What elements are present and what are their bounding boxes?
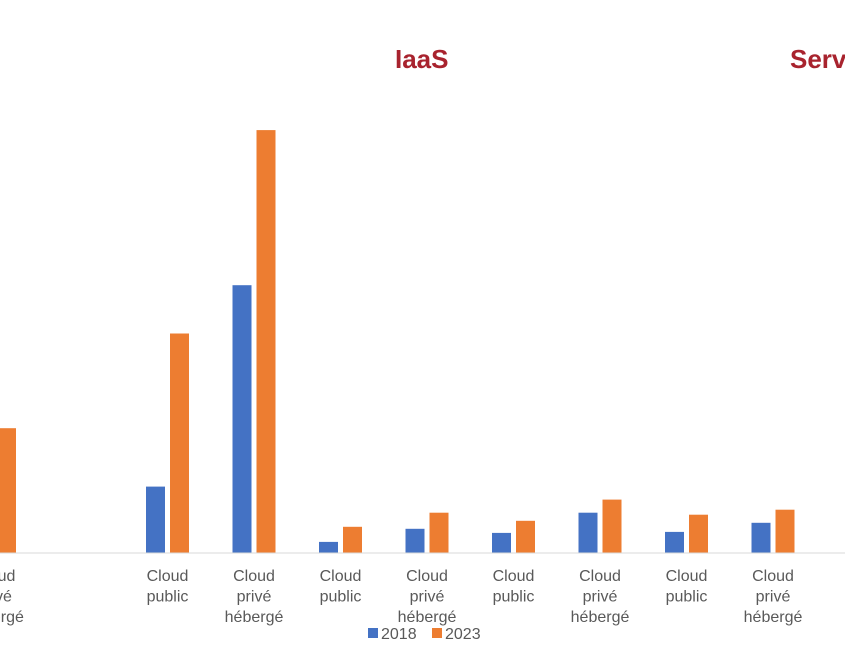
legend-swatch-2018 — [368, 628, 378, 638]
bar-2018-5 — [405, 528, 425, 553]
bar-2023-8 — [689, 514, 708, 553]
x-tick-label-9: Cloud privé hébergé — [744, 568, 803, 626]
bar-2018-4 — [319, 541, 338, 553]
bar-2023-9 — [775, 509, 795, 553]
section-title-iaas: IaaS — [395, 44, 449, 74]
x-tick-label-5: Cloud privé hébergé — [398, 568, 457, 626]
x-tick-label-2: Cloud public — [147, 568, 189, 606]
bar-2018-6 — [492, 532, 511, 553]
section-title-serv: Serv — [790, 44, 845, 74]
bar-2023-3 — [256, 130, 276, 553]
legend-label-2023: 2023 — [445, 626, 481, 643]
bar-2018-3 — [232, 285, 252, 553]
bar-2023-6 — [516, 520, 535, 553]
x-tick-label-3: Cloud privé hébergé — [225, 568, 284, 626]
bar-2018-2 — [146, 486, 165, 554]
x-tick-label-7: Cloud privé hébergé — [571, 568, 630, 626]
x-tick-label-8: Cloud public — [666, 568, 708, 606]
bars-layer — [0, 130, 795, 554]
bar-2023-0 — [0, 428, 16, 553]
bar-2023-4 — [343, 526, 362, 553]
x-tick-label-6: Cloud public — [493, 568, 535, 606]
bar-2023-5 — [429, 512, 449, 553]
bar-2018-9 — [751, 522, 771, 553]
legend-label-2018: 2018 — [381, 626, 417, 643]
x-tick-label-4: Cloud public — [320, 568, 362, 606]
bar-2018-7 — [578, 512, 598, 553]
bar-2023-2 — [170, 333, 189, 553]
legend-swatch-2023 — [432, 628, 442, 638]
bar-2018-8 — [665, 531, 684, 553]
bar-2023-7 — [602, 499, 622, 553]
legend: 2018 2023 — [368, 626, 481, 643]
